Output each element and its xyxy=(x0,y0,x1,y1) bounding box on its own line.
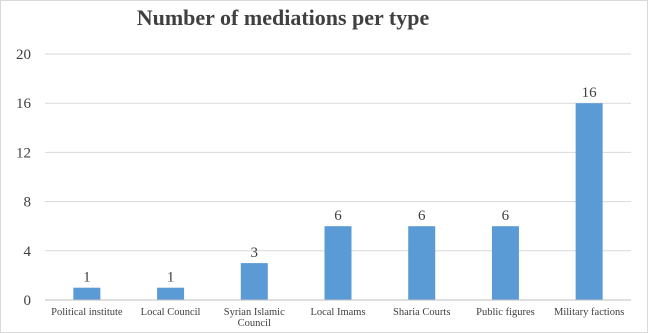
y-tick-label: 12 xyxy=(16,145,31,161)
y-axis-tick-labels: 0 4 8 12 16 20 xyxy=(16,47,32,309)
bar xyxy=(324,226,352,300)
x-tick-label: Syrian Islamic xyxy=(224,307,285,318)
bar xyxy=(73,287,101,300)
y-tick-label: 8 xyxy=(24,195,32,211)
y-tick-label: 20 xyxy=(16,47,31,63)
x-tick-label: Public figures xyxy=(476,307,535,318)
x-tick-label: Local Imams xyxy=(310,307,365,318)
gridlines xyxy=(45,53,631,252)
y-tick-label: 0 xyxy=(24,293,32,309)
x-axis-tick-labels: Political institute Local Council Syrian I… xyxy=(51,307,624,329)
bar xyxy=(157,287,185,300)
data-label: 1 xyxy=(83,270,91,286)
x-tick-label: Council xyxy=(238,318,271,329)
x-tick-label: Sharia Courts xyxy=(393,307,450,318)
data-label: 6 xyxy=(418,208,426,224)
data-label: 3 xyxy=(251,245,259,261)
x-tick-label: Local Council xyxy=(141,307,201,318)
x-tick-label: Political institute xyxy=(51,307,123,318)
chart-title: Number of mediations per type xyxy=(137,5,430,30)
bar xyxy=(240,263,268,300)
y-tick-label: 4 xyxy=(24,244,32,260)
data-labels: 1 1 3 6 6 6 16 xyxy=(83,85,597,286)
data-label: 6 xyxy=(502,208,510,224)
data-label: 6 xyxy=(334,208,342,224)
bar xyxy=(575,103,603,300)
y-tick-label: 16 xyxy=(16,96,32,112)
bar xyxy=(491,226,519,300)
data-label: 16 xyxy=(582,85,598,101)
data-label: 1 xyxy=(167,270,175,286)
bars xyxy=(73,103,603,300)
bar xyxy=(408,226,436,300)
x-tick-label: Military factions xyxy=(554,307,624,318)
